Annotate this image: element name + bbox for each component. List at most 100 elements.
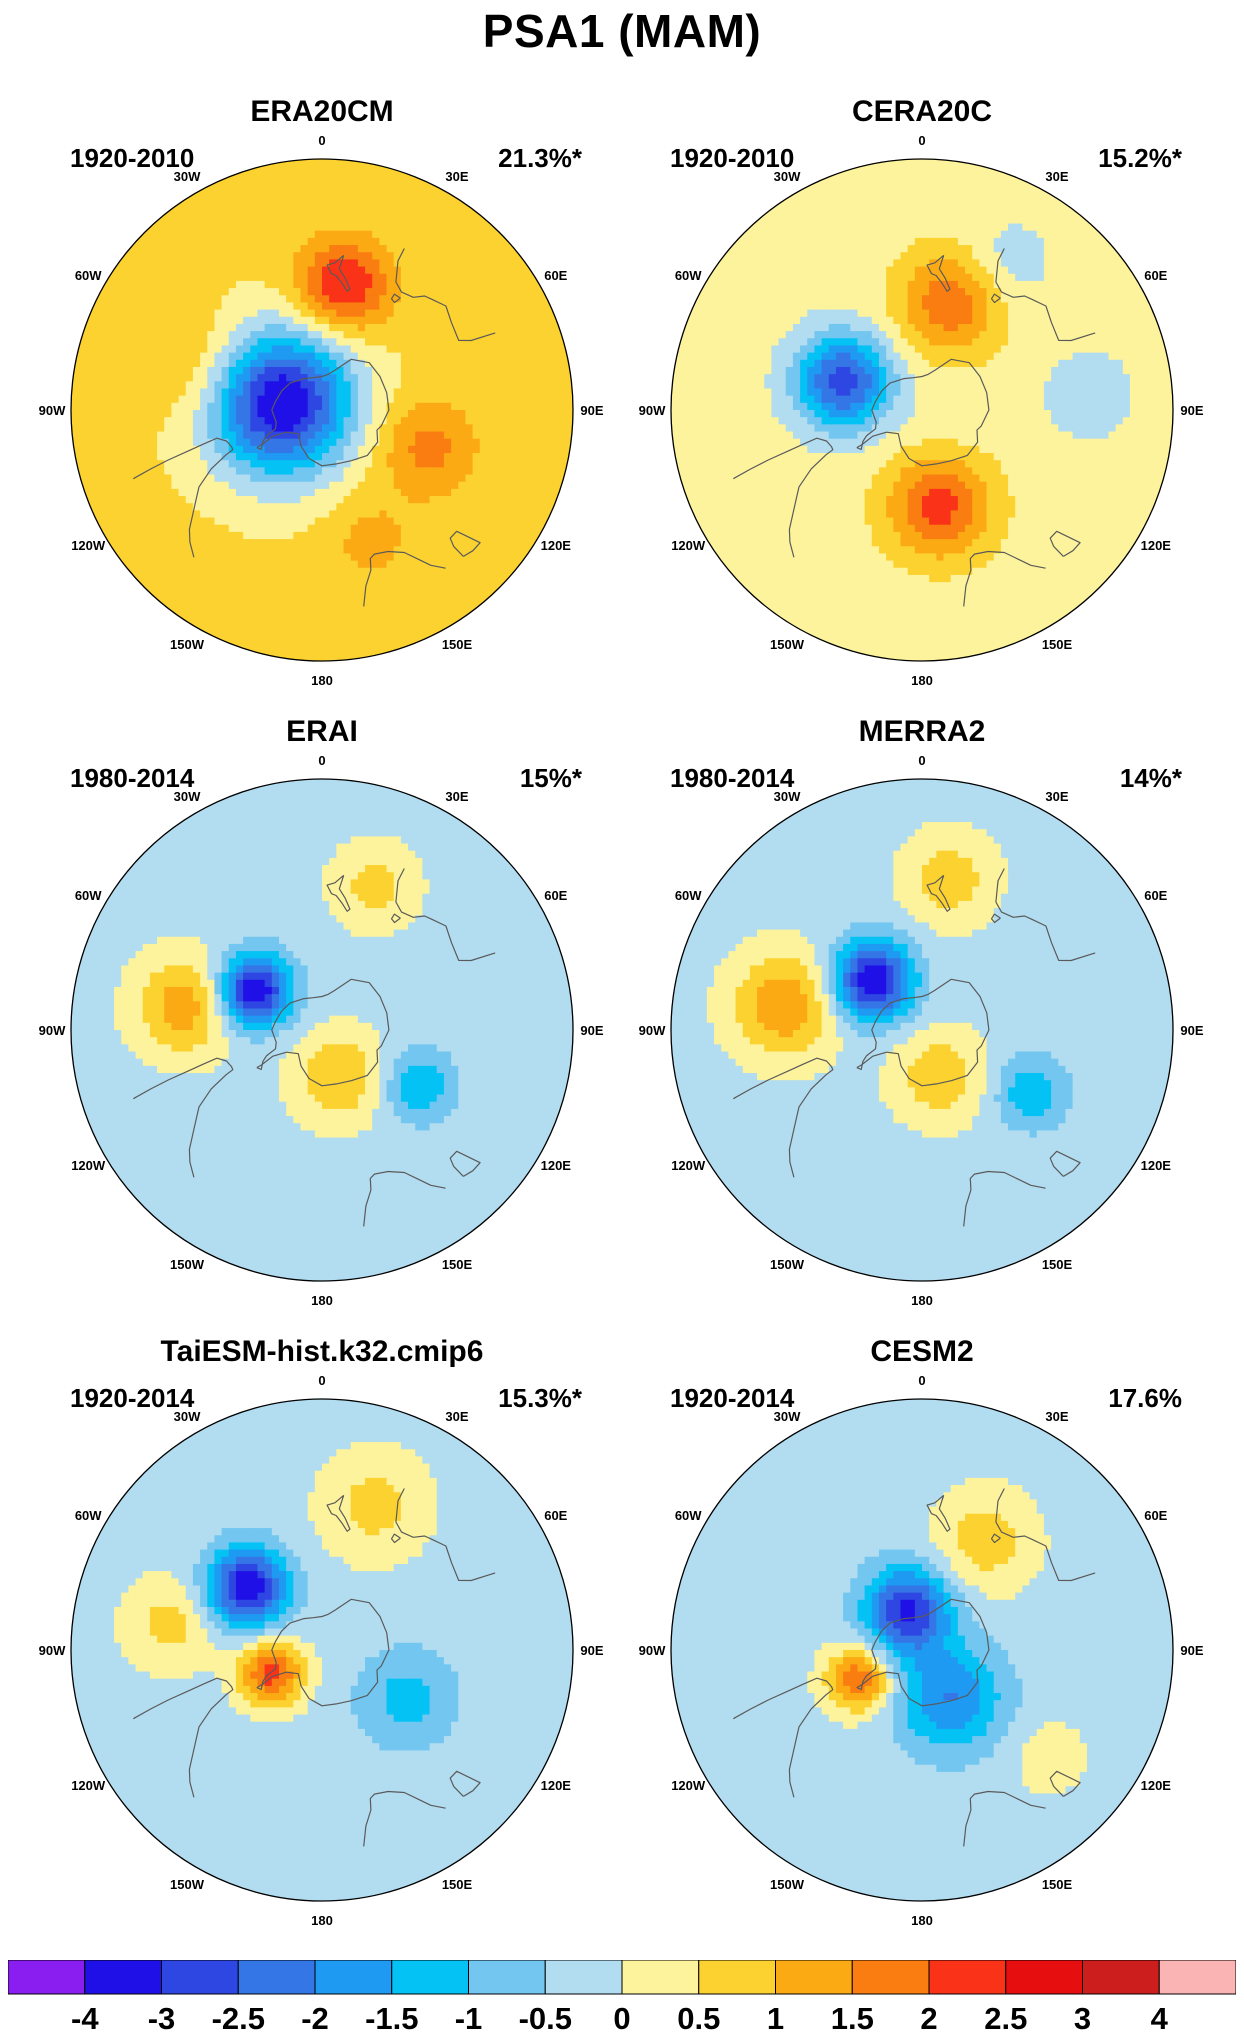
field-cell <box>114 539 122 547</box>
field-cell <box>871 202 880 210</box>
field-cell <box>515 237 524 246</box>
field-cell <box>200 603 208 612</box>
field-cell <box>379 524 388 533</box>
field-cell <box>135 259 144 268</box>
field-cell <box>458 524 467 533</box>
field-cell <box>178 266 187 275</box>
field-cell <box>128 359 137 368</box>
field-cell <box>479 546 488 555</box>
field-cell <box>128 582 137 590</box>
field-cell <box>415 288 423 296</box>
field-cell <box>343 194 352 203</box>
field-cell <box>200 574 208 583</box>
field-cell <box>149 252 158 260</box>
field-cell <box>522 431 531 440</box>
field-cell <box>264 395 273 404</box>
field-cell <box>537 424 545 433</box>
field-cell <box>501 431 510 440</box>
field-cell <box>257 202 266 210</box>
field-cell <box>422 617 431 626</box>
field-cell <box>207 474 216 483</box>
field-cell <box>99 395 108 404</box>
field-cell <box>544 402 553 411</box>
field-cell <box>164 424 172 433</box>
field-cell <box>135 539 144 547</box>
field-cell <box>207 610 216 619</box>
field-cell <box>843 209 851 217</box>
field-cell <box>886 245 894 253</box>
field-cell <box>372 445 380 454</box>
field-cell <box>207 295 216 304</box>
field-cell <box>228 288 237 296</box>
field-cell <box>322 194 330 203</box>
field-cell <box>721 288 729 296</box>
field-cell <box>443 374 452 382</box>
field-cell <box>185 560 194 569</box>
field-cell <box>243 431 251 440</box>
field-cell <box>957 166 966 174</box>
field-cell <box>350 352 359 361</box>
field-cell <box>257 230 266 239</box>
field-cell <box>200 381 208 390</box>
field-cell <box>821 202 830 210</box>
field-cell <box>307 302 316 311</box>
field-cell <box>529 259 538 268</box>
field-cell <box>408 194 416 203</box>
field-cell <box>1008 273 1016 282</box>
field-cell <box>243 517 251 526</box>
field-cell <box>972 230 980 239</box>
field-cell <box>494 316 502 325</box>
field-cell <box>185 395 194 404</box>
field-cell <box>286 209 294 217</box>
field-cell <box>322 596 330 605</box>
field-cell <box>149 288 158 296</box>
field-cell <box>293 323 302 332</box>
field-cell <box>235 252 244 260</box>
field-cell <box>422 316 431 325</box>
field-cell <box>1022 209 1031 217</box>
field-cell <box>486 280 495 289</box>
field-cell <box>178 223 187 232</box>
field-cell <box>1008 266 1016 275</box>
field-cell <box>451 496 459 504</box>
field-cell <box>515 352 524 361</box>
field-cell <box>336 517 345 526</box>
field-cell <box>986 266 995 275</box>
field-cell <box>943 259 952 268</box>
field-cell <box>114 388 122 397</box>
field-cell <box>451 453 459 461</box>
field-cell <box>950 166 959 174</box>
field-cell <box>386 424 395 433</box>
field-cell <box>914 259 923 268</box>
field-cell <box>78 316 86 325</box>
field-cell <box>228 374 237 382</box>
field-cell <box>443 216 452 225</box>
field-cell <box>221 302 230 311</box>
field-cell <box>286 431 294 440</box>
field-cell <box>1036 209 1045 217</box>
field-cell <box>972 209 980 217</box>
field-cell <box>336 280 345 289</box>
field-cell <box>429 266 438 275</box>
field-cell <box>178 359 187 368</box>
field-cell <box>300 230 309 239</box>
field-cell <box>379 560 388 569</box>
field-cell <box>207 589 216 598</box>
field-cell <box>221 596 230 605</box>
field-cell <box>465 410 474 418</box>
field-cell <box>178 496 187 504</box>
field-cell <box>322 546 330 555</box>
field-cell <box>1036 273 1045 282</box>
field-cell <box>465 474 474 483</box>
field-cell <box>293 359 302 368</box>
field-cell <box>185 230 194 239</box>
field-cell <box>214 574 223 583</box>
field-cell <box>307 245 316 253</box>
field-cell <box>99 410 108 418</box>
field-cell <box>278 617 287 626</box>
field-cell <box>157 338 165 347</box>
field-cell <box>214 531 223 540</box>
field-cell <box>408 187 416 196</box>
field-cell <box>307 517 316 526</box>
field-cell <box>257 266 266 275</box>
